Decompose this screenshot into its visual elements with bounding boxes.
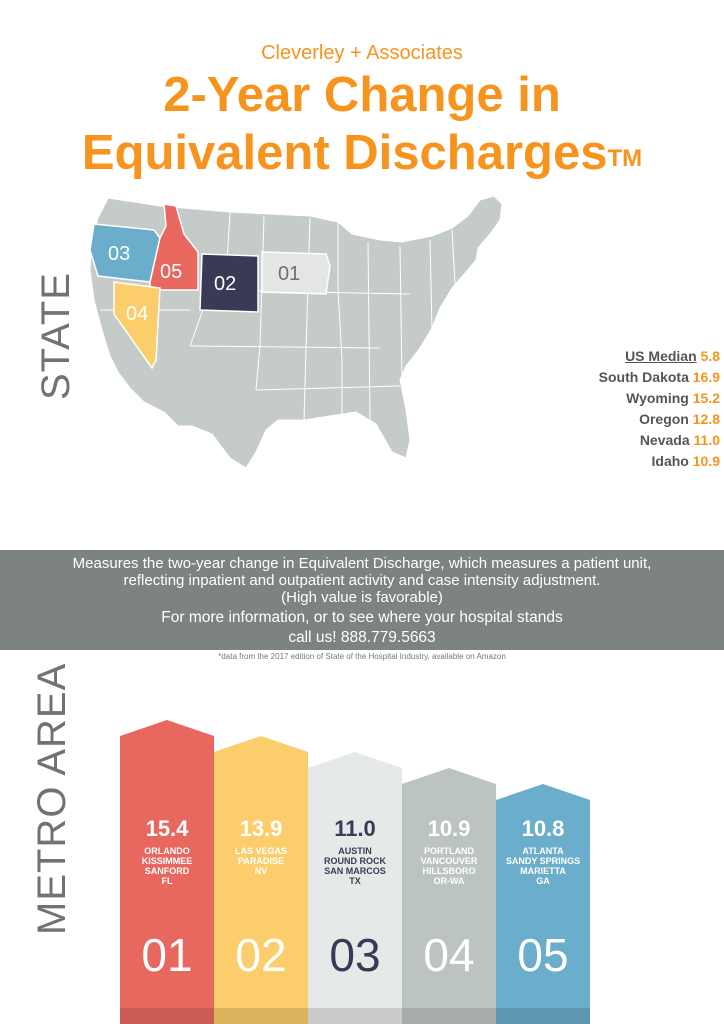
state-section-label: STATE (34, 272, 78, 400)
metro-place-names: AUSTIN ROUND ROCK SAN MARCOS TX (308, 846, 402, 886)
metro-place-line: GA (536, 876, 550, 886)
idaho-shape (149, 203, 199, 291)
metro-rank-number: 01 (141, 929, 193, 981)
metro-place-line: ORLANDO (144, 846, 190, 856)
metro-place-line: KISSIMMEE (141, 856, 193, 866)
metro-item: 13.9 LAS VEGAS PARADISE NV (214, 816, 308, 876)
legend-us-median: US Median 5.8 (540, 346, 720, 367)
legend-state-name: Oregon (639, 411, 689, 427)
metro-place-line: SANDY SPRINGS (505, 856, 581, 866)
metro-ribbon-shadow (214, 1008, 308, 1024)
metro-ribbon-02 (214, 736, 308, 1024)
trademark-mark: TM (607, 145, 643, 172)
metro-place-names: LAS VEGAS PARADISE NV (214, 846, 308, 876)
metro-item: 11.0 AUSTIN ROUND ROCK SAN MARCOS TX (308, 816, 402, 886)
metro-value: 10.8 (521, 816, 565, 841)
metro-item: 10.8 ATLANTA SANDY SPRINGS MARIETTA GA (496, 816, 590, 886)
metro-value: 10.9 (427, 816, 471, 841)
info-line-5: call us! 888.779.5663 (288, 629, 436, 646)
brand-name: Cleverley + Associates (261, 42, 463, 64)
map-label-nevada: 04 (126, 303, 148, 325)
legend-median-value: 5.8 (700, 348, 720, 364)
map-label-wyoming: 02 (214, 273, 236, 295)
title-line-2: Equivalent DischargesTM (0, 124, 724, 182)
metro-ribbon-shadow (120, 1008, 214, 1024)
metro-place-line: AUSTIN (338, 846, 372, 856)
metro-place-line: SANFORD (144, 866, 190, 876)
info-line-3: (High value is favorable) (281, 589, 443, 606)
metro-place-line: HILLSBORO (422, 866, 476, 876)
metro-place-line: LAS VEGAS (234, 846, 287, 856)
metro-place-line: MARIETTA (520, 866, 566, 876)
metro-place-line: PARADISE (238, 856, 284, 866)
map-label-south-dakota: 01 (278, 263, 300, 285)
state-borders (100, 211, 457, 421)
metro-place-line: FL (161, 876, 173, 886)
metro-place-names: PORTLAND VANCOUVER HILLSBORO OR-WA (402, 846, 496, 886)
legend-state-value: 15.2 (692, 390, 720, 406)
legend-row: Wyoming 15.2 (540, 388, 720, 409)
nevada-shape (113, 281, 161, 370)
info-line-2: reflecting inpatient and outpatient acti… (123, 572, 601, 589)
metro-value: 11.0 (334, 816, 376, 841)
metro-item: 10.9 PORTLAND VANCOUVER HILLSBORO OR-WA (402, 816, 496, 886)
title-line-1: 2-Year Change in (163, 68, 561, 122)
state-legend: US Median 5.8 South Dakota 16.9 Wyoming … (540, 346, 720, 472)
metro-item: 15.4 ORLANDO KISSIMMEE SANFORD FL (120, 816, 214, 886)
page-title: 2-Year Change in Equivalent DischargesTM (0, 66, 724, 182)
metro-place-line: SAN MARCOS (324, 866, 386, 876)
legend-row: South Dakota 16.9 (540, 367, 720, 388)
us-state-map: 03 05 02 01 04 (89, 195, 503, 469)
map-label-oregon: 03 (108, 243, 130, 265)
legend-state-value: 12.8 (692, 411, 720, 427)
legend-state-name: Wyoming (626, 390, 689, 406)
legend-row: Oregon 12.8 (540, 409, 720, 430)
metro-ribbon-shadow (402, 1008, 496, 1024)
metro-place-names: ORLANDO KISSIMMEE SANFORD FL (120, 846, 214, 886)
legend-state-value: 11.0 (693, 432, 720, 448)
legend-row: Nevada 11.0 (540, 430, 720, 451)
footnote: *data from the 2017 edition of State of … (218, 652, 506, 661)
legend-state-name: South Dakota (598, 369, 689, 385)
info-line-4: For more information, or to see where yo… (161, 609, 563, 626)
metro-value: 15.4 (145, 816, 189, 841)
metro-place-names: ATLANTA SANDY SPRINGS MARIETTA GA (496, 846, 590, 886)
metro-ribbon-text-layer: 15.4 ORLANDO KISSIMMEE SANFORD FL 01 13.9 LAS V… (120, 720, 600, 1024)
metro-ribbon-shadow (308, 1008, 402, 1024)
metro-place-line: VANCOUVER (420, 856, 478, 866)
metro-ribbon-03 (308, 752, 402, 1024)
metro-ribbon-05 (496, 784, 590, 1024)
metro-place-line: OR-WA (433, 876, 465, 886)
metro-rank-number: 02 (235, 929, 287, 981)
metro-value: 13.9 (239, 816, 283, 841)
metro-place-line: NV (254, 866, 268, 876)
legend-row: Idaho 10.9 (540, 451, 720, 472)
metro-place-line: ATLANTA (522, 846, 564, 856)
legend-state-value: 16.9 (692, 369, 720, 385)
legend-state-name: Nevada (639, 432, 690, 448)
south-dakota-shape (261, 251, 331, 295)
title-line-2-text: Equivalent Discharges (81, 126, 608, 180)
metro-ribbons (120, 720, 590, 1024)
legend-state-value: 10.9 (692, 453, 720, 469)
metro-ribbon-04 (402, 768, 496, 1024)
metro-rank-number: 05 (517, 929, 569, 981)
metro-section-label: METRO AREA (30, 662, 74, 935)
legend-median-label: US Median (625, 348, 697, 364)
map-label-idaho: 05 (160, 261, 182, 283)
metro-place-line: TX (349, 876, 361, 886)
info-band: Measures the two-year change in Equivale… (0, 550, 724, 650)
legend-state-name: Idaho (651, 453, 689, 469)
metro-place-line: PORTLAND (424, 846, 474, 856)
metro-ribbon-01 (120, 720, 214, 1024)
info-line-1: Measures the two-year change in Equivale… (72, 555, 652, 572)
metro-rank-number: 04 (423, 929, 475, 981)
wyoming-shape (199, 253, 259, 313)
metro-place-line: ROUND ROCK (324, 856, 386, 866)
metro-ribbon-shadow (496, 1008, 590, 1024)
metro-rank-number: 03 (329, 929, 381, 981)
